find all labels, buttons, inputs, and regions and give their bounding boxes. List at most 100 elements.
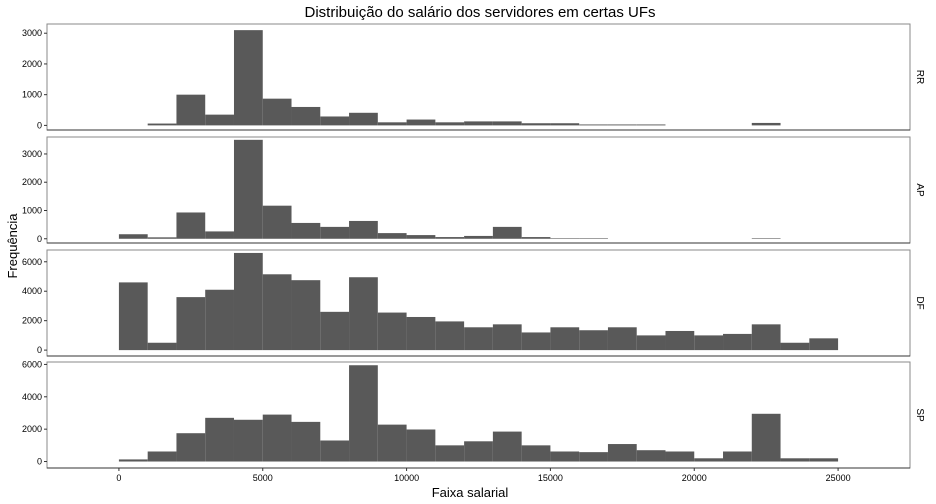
histogram-bar [464,441,493,462]
x-tick-label: 20000 [682,473,707,483]
histogram-bar [579,124,608,126]
x-tick-label: 15000 [538,473,563,483]
x-tick-label: 0 [116,473,121,483]
histogram-bar [147,237,177,239]
histogram-bar [579,238,608,239]
histogram-bar [118,459,148,462]
histogram-bar [694,335,724,351]
histogram-bar [550,327,580,351]
histogram-bar [435,237,465,239]
y-tick-label: 4000 [22,392,42,402]
y-tick-label: 3000 [22,149,42,159]
histogram-bar [233,139,263,239]
x-tick-label: 25000 [826,473,851,483]
histogram-bar [665,451,695,462]
histogram-bar [205,289,234,351]
histogram-bar [291,280,321,351]
histogram-bar [809,458,839,462]
y-tick-label: 2000 [22,424,42,434]
histogram-bar [291,106,321,126]
y-tick-label: 0 [37,457,42,467]
histogram-bar [435,321,465,351]
histogram-bar [751,413,781,462]
histogram-bar [320,226,350,239]
histogram-bar [809,338,839,351]
histogram-bar [607,124,637,126]
histogram-bar [579,330,608,351]
y-tick-label: 0 [37,234,42,244]
x-tick-label: 10000 [394,473,419,483]
facet-strip-label: AP [914,183,925,197]
histogram-bar [694,458,724,462]
histogram-bar [751,324,781,351]
histogram-bar [492,431,522,462]
facet-strip-label: SP [914,408,925,422]
histogram-bar [291,421,321,462]
y-tick-label: 1000 [22,205,42,215]
histogram-bar [521,123,551,126]
histogram-bar [349,277,378,351]
histogram-bar [492,226,522,239]
histogram-bar [579,452,608,462]
histogram-bar [147,123,177,126]
chart-title: Distribuição do salário dos servidores e… [305,4,656,21]
histogram-bar [349,220,378,239]
histogram-bar [147,342,177,351]
histogram-bar [377,122,407,126]
y-tick-label: 2000 [22,177,42,187]
histogram-bar [233,419,263,462]
y-tick-label: 6000 [22,257,42,267]
histogram-bar [550,238,580,239]
histogram-bar [320,116,350,126]
histogram-bar [147,451,177,462]
histogram-bar [118,282,148,351]
histogram-bar [435,122,465,126]
histogram-bar [780,458,810,462]
histogram-bar [320,311,350,351]
x-tick-label: 5000 [253,473,273,483]
y-tick-label: 2000 [22,59,42,69]
histogram-bar [233,30,263,126]
histogram-bar [262,98,292,126]
facet-panels: 0 1000 2000 3000 RR 0 1000 2000 3000 AP 0 2000 4000 6… [22,23,925,469]
facet-panel-df: 0 2000 4000 6000 DF [22,249,925,357]
histogram-bar [377,233,407,239]
histogram-bar [349,365,378,462]
facet-strip-label: DF [914,296,925,309]
y-tick-label: 0 [37,120,42,130]
histogram-bar [521,237,551,239]
histogram-bar [723,333,752,351]
histogram-bar [205,231,234,239]
histogram-bar [176,433,206,462]
histogram-bar [550,123,580,126]
x-axis-title: Faixa salarial [432,485,509,500]
facet-panel-ap: 0 1000 2000 3000 AP [22,136,925,244]
histogram-bar [377,312,407,351]
histogram-bar [233,252,263,351]
histogram-bar [723,451,752,462]
y-tick-label: 3000 [22,28,42,38]
histogram-bar [176,297,206,351]
histogram-bar [636,335,666,351]
histogram-bar [176,94,206,126]
histogram-bar [320,440,350,462]
histogram-bar [349,112,378,126]
histogram-bar [492,121,522,126]
histogram-bar [406,235,436,239]
y-axis-title: Frequência [5,213,20,279]
histogram-bar [176,212,206,239]
histogram-bar [521,445,551,462]
histogram-bar [262,205,292,239]
histogram-bar [607,444,637,462]
histogram-bar [406,119,436,126]
histogram-bar [636,450,666,462]
histogram-bar [751,238,781,239]
histogram-bar [262,274,292,351]
histogram-bar [751,122,781,126]
facet-panel-sp: 0 2000 4000 6000 SP [22,359,925,469]
histogram-bar [464,235,493,239]
y-tick-label: 4000 [22,286,42,296]
histogram-bar [406,316,436,351]
y-tick-label: 6000 [22,359,42,369]
